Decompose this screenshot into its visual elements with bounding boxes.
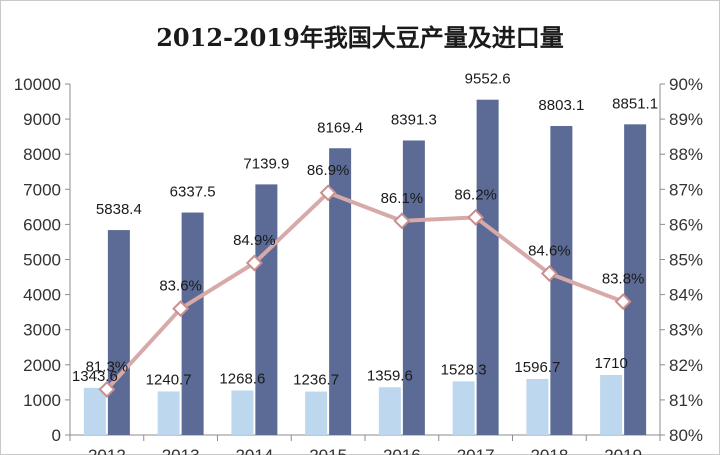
y2-tick-label: 81% — [669, 391, 703, 410]
bar-production — [231, 390, 254, 435]
data-label-production: 1710 — [594, 355, 627, 372]
line-point — [172, 300, 190, 318]
y2-tick-label: 89% — [669, 110, 703, 129]
line-point — [467, 208, 485, 226]
line-point — [614, 293, 632, 311]
y-tick-label: 0 — [52, 426, 61, 445]
y-tick-label: 7000 — [23, 180, 61, 199]
data-label-production: 1596.7 — [514, 359, 560, 376]
bar-import — [255, 184, 278, 435]
data-label-import: 9552.6 — [465, 71, 511, 88]
bar-production — [600, 374, 623, 435]
data-label-import: 8169.4 — [317, 119, 363, 136]
data-label-ratio: 81.3% — [86, 358, 129, 375]
x-tick-label: 2016 — [383, 446, 421, 455]
data-label-import: 6337.5 — [170, 184, 216, 201]
data-label-import: 5838.4 — [96, 201, 142, 218]
bar-import — [181, 212, 204, 435]
bar-import — [107, 230, 130, 435]
data-label-ratio: 83.6% — [159, 278, 202, 295]
data-label-import: 8851.1 — [612, 95, 658, 112]
y-tick-label: 1000 — [23, 391, 61, 410]
x-tick-label: 2014 — [235, 446, 273, 455]
y2-tick-label: 82% — [669, 356, 703, 375]
data-label-production: 1359.6 — [367, 367, 413, 384]
y2-tick-label: 87% — [669, 180, 703, 199]
y2-tick-label: 83% — [669, 321, 703, 340]
x-tick-label: 2018 — [530, 446, 568, 455]
data-label-production: 1268.6 — [219, 370, 265, 387]
line-point — [98, 380, 116, 398]
data-label-production: 1528.3 — [441, 361, 487, 378]
x-tick-label: 2019 — [604, 446, 642, 455]
chart-title: 2012-2019年我国大豆产量及进口量 — [156, 23, 564, 52]
y-tick-label: 3000 — [23, 321, 61, 340]
bar-production — [378, 387, 401, 435]
data-label-production: 1240.7 — [146, 371, 192, 388]
bar-import — [402, 140, 425, 435]
bar-production — [526, 378, 549, 435]
y-tick-label: 10000 — [14, 75, 61, 94]
data-label-import: 8391.3 — [391, 111, 437, 128]
y-tick-label: 6000 — [23, 215, 61, 234]
y2-tick-label: 80% — [669, 426, 703, 445]
bar-import — [550, 126, 573, 435]
data-label-production: 1343.6 — [72, 368, 118, 385]
y2-tick-label: 85% — [669, 251, 703, 270]
y2-tick-label: 88% — [669, 145, 703, 164]
line-ratio — [105, 190, 624, 391]
y-tick-label: 5000 — [23, 251, 61, 270]
x-tick-label: 2013 — [162, 446, 200, 455]
line-point — [245, 254, 263, 272]
bar-production — [83, 387, 106, 435]
bar-import — [624, 124, 647, 436]
bar-production — [305, 391, 328, 435]
y-tick-label: 2000 — [23, 356, 61, 375]
data-label-import: 7139.9 — [243, 155, 289, 172]
bar-production — [452, 381, 475, 435]
data-label-ratio: 83.8% — [602, 271, 645, 288]
y2-tick-label: 90% — [669, 75, 703, 94]
y2-tick-label: 86% — [669, 215, 703, 234]
x-tick-label: 2015 — [309, 446, 347, 455]
line-point — [393, 212, 411, 230]
y-tick-label: 4000 — [23, 286, 61, 305]
y-tick-label: 9000 — [23, 110, 61, 129]
line-point — [319, 184, 337, 202]
data-label-ratio: 86.1% — [381, 190, 424, 207]
x-tick-label: 2012 — [88, 446, 126, 455]
data-label-production: 1236.7 — [293, 372, 339, 389]
y2-tick-label: 84% — [669, 286, 703, 305]
data-label-import: 8803.1 — [538, 97, 584, 114]
x-tick-label: 2017 — [457, 446, 495, 455]
line-point — [540, 265, 558, 283]
bar-import — [329, 148, 352, 435]
data-label-ratio: 84.9% — [233, 232, 276, 249]
data-label-ratio: 86.2% — [454, 186, 497, 203]
y-tick-label: 8000 — [23, 145, 61, 164]
data-label-ratio: 86.9% — [307, 162, 350, 179]
bar-production — [157, 391, 180, 435]
data-label-ratio: 84.6% — [528, 243, 571, 260]
bar-import — [476, 99, 499, 436]
